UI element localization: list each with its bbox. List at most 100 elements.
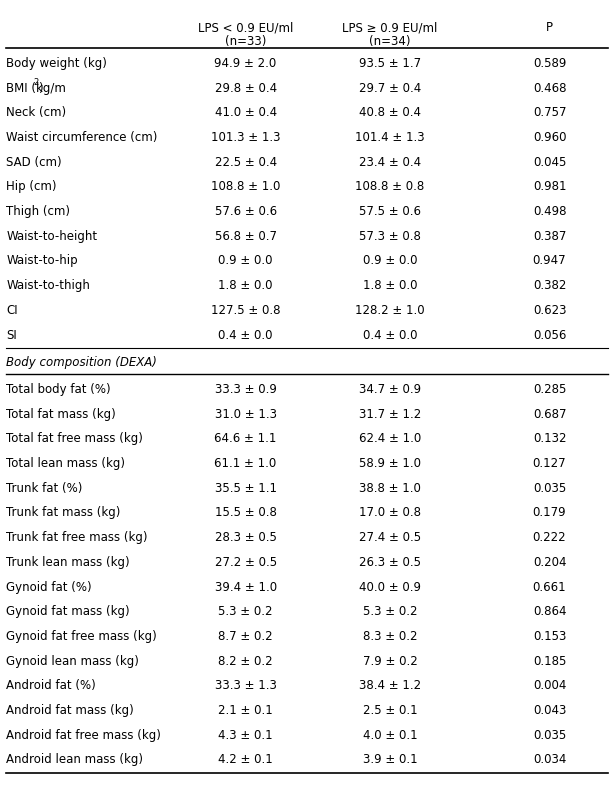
Text: 0.498: 0.498 [533, 205, 566, 218]
Text: 8.2 ± 0.2: 8.2 ± 0.2 [219, 654, 273, 666]
Text: Waist-to-hip: Waist-to-hip [6, 255, 78, 267]
Text: Android fat (%): Android fat (%) [6, 679, 96, 691]
Text: 0.981: 0.981 [533, 180, 566, 194]
Text: 2.5 ± 0.1: 2.5 ± 0.1 [363, 703, 417, 716]
Text: 23.4 ± 0.4: 23.4 ± 0.4 [359, 156, 421, 169]
Text: 101.4 ± 1.3: 101.4 ± 1.3 [355, 131, 425, 144]
Text: (n=34): (n=34) [369, 35, 411, 47]
Text: 0.204: 0.204 [533, 555, 566, 569]
Text: 0.045: 0.045 [533, 156, 566, 169]
Text: Android fat mass (kg): Android fat mass (kg) [6, 703, 134, 716]
Text: Waist-to-thigh: Waist-to-thigh [6, 279, 90, 291]
Text: 0.4 ± 0.0: 0.4 ± 0.0 [219, 328, 273, 341]
Text: 57.5 ± 0.6: 57.5 ± 0.6 [359, 205, 421, 218]
Text: 0.947: 0.947 [533, 255, 566, 267]
Text: 5.3 ± 0.2: 5.3 ± 0.2 [219, 605, 273, 618]
Text: 26.3 ± 0.5: 26.3 ± 0.5 [359, 555, 421, 569]
Text: 0.960: 0.960 [533, 131, 566, 144]
Text: 0.034: 0.034 [533, 752, 566, 765]
Text: 2: 2 [33, 78, 38, 88]
Text: ): ) [39, 82, 43, 95]
Text: Gynoid lean mass (kg): Gynoid lean mass (kg) [6, 654, 139, 666]
Text: 0.179: 0.179 [533, 506, 566, 519]
Text: 0.153: 0.153 [533, 629, 566, 642]
Text: 17.0 ± 0.8: 17.0 ± 0.8 [359, 506, 421, 519]
Text: Android fat free mass (kg): Android fat free mass (kg) [6, 728, 161, 740]
Text: LPS < 0.9 EU/ml: LPS < 0.9 EU/ml [198, 21, 293, 34]
Text: 101.3 ± 1.3: 101.3 ± 1.3 [211, 131, 281, 144]
Text: 0.127: 0.127 [533, 457, 566, 470]
Text: 0.387: 0.387 [533, 230, 566, 243]
Text: Total body fat (%): Total body fat (%) [6, 382, 111, 396]
Text: 0.468: 0.468 [533, 82, 566, 95]
Text: 31.0 ± 1.3: 31.0 ± 1.3 [215, 407, 276, 420]
Text: Gynoid fat (%): Gynoid fat (%) [6, 580, 91, 593]
Text: Thigh (cm): Thigh (cm) [6, 205, 70, 218]
Text: 57.3 ± 0.8: 57.3 ± 0.8 [359, 230, 421, 243]
Text: 57.6 ± 0.6: 57.6 ± 0.6 [214, 205, 277, 218]
Text: 39.4 ± 1.0: 39.4 ± 1.0 [214, 580, 277, 593]
Text: 29.7 ± 0.4: 29.7 ± 0.4 [359, 82, 421, 95]
Text: 64.6 ± 1.1: 64.6 ± 1.1 [214, 432, 277, 445]
Text: 31.7 ± 1.2: 31.7 ± 1.2 [359, 407, 421, 420]
Text: Waist circumference (cm): Waist circumference (cm) [6, 131, 158, 144]
Text: P: P [546, 21, 553, 34]
Text: 0.004: 0.004 [533, 679, 566, 691]
Text: Total fat mass (kg): Total fat mass (kg) [6, 407, 116, 420]
Text: Trunk fat mass (kg): Trunk fat mass (kg) [6, 506, 120, 519]
Text: Total lean mass (kg): Total lean mass (kg) [6, 457, 125, 470]
Text: 5.3 ± 0.2: 5.3 ± 0.2 [363, 605, 417, 618]
Text: 38.8 ± 1.0: 38.8 ± 1.0 [359, 481, 421, 494]
Text: 0.285: 0.285 [533, 382, 566, 396]
Text: 93.5 ± 1.7: 93.5 ± 1.7 [359, 57, 421, 70]
Text: Gynoid fat mass (kg): Gynoid fat mass (kg) [6, 605, 130, 618]
Text: 8.7 ± 0.2: 8.7 ± 0.2 [219, 629, 273, 642]
Text: 4.0 ± 0.1: 4.0 ± 0.1 [363, 728, 417, 740]
Text: 62.4 ± 1.0: 62.4 ± 1.0 [359, 432, 421, 445]
Text: 0.687: 0.687 [533, 407, 566, 420]
Text: 0.623: 0.623 [533, 304, 566, 316]
Text: 0.4 ± 0.0: 0.4 ± 0.0 [363, 328, 417, 341]
Text: CI: CI [6, 304, 18, 316]
Text: 22.5 ± 0.4: 22.5 ± 0.4 [214, 156, 277, 169]
Text: BMI (kg/m: BMI (kg/m [6, 82, 66, 95]
Text: 1.8 ± 0.0: 1.8 ± 0.0 [219, 279, 273, 291]
Text: 34.7 ± 0.9: 34.7 ± 0.9 [359, 382, 421, 396]
Text: Trunk fat free mass (kg): Trunk fat free mass (kg) [6, 531, 147, 544]
Text: Total fat free mass (kg): Total fat free mass (kg) [6, 432, 143, 445]
Text: 33.3 ± 1.3: 33.3 ± 1.3 [215, 679, 276, 691]
Text: 0.589: 0.589 [533, 57, 566, 70]
Text: 3.9 ± 0.1: 3.9 ± 0.1 [363, 752, 417, 765]
Text: 33.3 ± 0.9: 33.3 ± 0.9 [215, 382, 276, 396]
Text: 15.5 ± 0.8: 15.5 ± 0.8 [215, 506, 276, 519]
Text: 27.4 ± 0.5: 27.4 ± 0.5 [359, 531, 421, 544]
Text: 0.864: 0.864 [533, 605, 566, 618]
Text: 58.9 ± 1.0: 58.9 ± 1.0 [359, 457, 421, 470]
Text: 4.3 ± 0.1: 4.3 ± 0.1 [219, 728, 273, 740]
Text: 0.035: 0.035 [533, 728, 566, 740]
Text: 0.382: 0.382 [533, 279, 566, 291]
Text: 1.8 ± 0.0: 1.8 ± 0.0 [363, 279, 417, 291]
Text: (n=33): (n=33) [225, 35, 266, 47]
Text: 40.8 ± 0.4: 40.8 ± 0.4 [359, 106, 421, 120]
Text: 61.1 ± 1.0: 61.1 ± 1.0 [214, 457, 277, 470]
Text: 27.2 ± 0.5: 27.2 ± 0.5 [214, 555, 277, 569]
Text: Neck (cm): Neck (cm) [6, 106, 66, 120]
Text: 7.9 ± 0.2: 7.9 ± 0.2 [362, 654, 418, 666]
Text: LPS ≥ 0.9 EU/ml: LPS ≥ 0.9 EU/ml [342, 21, 438, 34]
Text: 8.3 ± 0.2: 8.3 ± 0.2 [363, 629, 417, 642]
Text: 29.8 ± 0.4: 29.8 ± 0.4 [214, 82, 277, 95]
Text: 0.185: 0.185 [533, 654, 566, 666]
Text: 0.132: 0.132 [533, 432, 566, 445]
Text: 108.8 ± 1.0: 108.8 ± 1.0 [211, 180, 280, 194]
Text: 28.3 ± 0.5: 28.3 ± 0.5 [215, 531, 276, 544]
Text: 0.9 ± 0.0: 0.9 ± 0.0 [219, 255, 273, 267]
Text: 0.043: 0.043 [533, 703, 566, 716]
Text: 0.056: 0.056 [533, 328, 566, 341]
Text: Trunk lean mass (kg): Trunk lean mass (kg) [6, 555, 130, 569]
Text: Gynoid fat free mass (kg): Gynoid fat free mass (kg) [6, 629, 157, 642]
Text: Android lean mass (kg): Android lean mass (kg) [6, 752, 143, 765]
Text: 0.757: 0.757 [533, 106, 566, 120]
Text: SAD (cm): SAD (cm) [6, 156, 62, 169]
Text: 41.0 ± 0.4: 41.0 ± 0.4 [214, 106, 277, 120]
